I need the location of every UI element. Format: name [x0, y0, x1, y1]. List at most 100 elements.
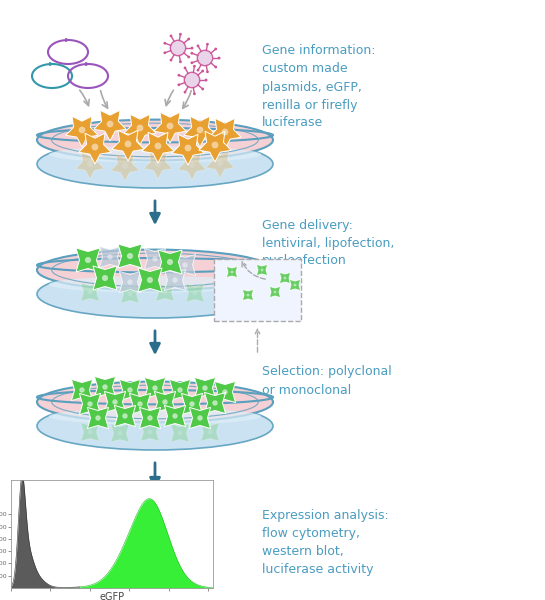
Text: eGFP: eGFP	[78, 579, 101, 588]
Polygon shape	[141, 423, 159, 441]
Polygon shape	[111, 424, 129, 442]
Circle shape	[87, 401, 93, 407]
Ellipse shape	[37, 140, 273, 188]
Circle shape	[201, 70, 204, 73]
Polygon shape	[280, 272, 290, 284]
Ellipse shape	[37, 270, 273, 318]
Circle shape	[197, 415, 203, 421]
Polygon shape	[87, 407, 108, 428]
Polygon shape	[105, 391, 125, 413]
Circle shape	[201, 88, 204, 91]
Circle shape	[184, 91, 186, 94]
Polygon shape	[114, 406, 136, 427]
Polygon shape	[181, 394, 203, 415]
Circle shape	[85, 257, 91, 263]
Polygon shape	[214, 382, 235, 403]
Polygon shape	[195, 377, 216, 398]
Polygon shape	[112, 130, 144, 161]
Circle shape	[122, 413, 128, 419]
Polygon shape	[124, 114, 156, 145]
Polygon shape	[118, 244, 142, 268]
Circle shape	[206, 70, 209, 73]
Polygon shape	[94, 376, 116, 398]
Circle shape	[261, 269, 263, 271]
Circle shape	[197, 50, 213, 66]
Polygon shape	[154, 112, 186, 143]
Polygon shape	[144, 248, 166, 269]
Circle shape	[107, 121, 113, 127]
Polygon shape	[129, 394, 150, 415]
Circle shape	[217, 56, 220, 59]
Circle shape	[169, 34, 172, 37]
X-axis label: eGFP: eGFP	[99, 592, 124, 600]
Circle shape	[217, 160, 223, 166]
Circle shape	[164, 42, 166, 44]
Circle shape	[118, 431, 122, 436]
Circle shape	[167, 259, 173, 265]
Circle shape	[184, 67, 186, 69]
Polygon shape	[144, 152, 172, 179]
Polygon shape	[201, 423, 219, 441]
Circle shape	[127, 253, 133, 259]
Polygon shape	[93, 266, 117, 290]
Polygon shape	[289, 280, 301, 290]
Polygon shape	[99, 247, 120, 268]
Circle shape	[179, 33, 182, 35]
Polygon shape	[226, 266, 238, 278]
Circle shape	[222, 389, 228, 395]
Ellipse shape	[37, 119, 273, 160]
Polygon shape	[66, 116, 98, 147]
Polygon shape	[94, 110, 126, 141]
Circle shape	[193, 290, 197, 295]
Circle shape	[206, 43, 209, 46]
Polygon shape	[140, 407, 161, 428]
Polygon shape	[190, 407, 210, 428]
Circle shape	[178, 74, 180, 77]
Circle shape	[211, 142, 219, 148]
FancyBboxPatch shape	[214, 259, 301, 321]
Circle shape	[87, 161, 93, 167]
Polygon shape	[79, 133, 111, 164]
Circle shape	[178, 431, 183, 436]
Circle shape	[147, 277, 153, 283]
Circle shape	[125, 140, 131, 148]
Circle shape	[112, 400, 118, 404]
Circle shape	[283, 277, 287, 280]
Polygon shape	[119, 271, 141, 293]
Text: Expression analysis:
flow cytometry,
western blot,
luciferase activity: Expression analysis: flow cytometry, wes…	[262, 509, 389, 577]
Polygon shape	[111, 154, 140, 181]
Text: Selection: polyclonal
or monoclonal: Selection: polyclonal or monoclonal	[262, 365, 391, 397]
Polygon shape	[199, 131, 231, 162]
Polygon shape	[81, 283, 99, 301]
Circle shape	[214, 47, 217, 50]
Polygon shape	[154, 391, 175, 413]
Circle shape	[155, 143, 161, 149]
Circle shape	[202, 385, 208, 391]
Circle shape	[148, 430, 153, 434]
Polygon shape	[172, 134, 204, 165]
Circle shape	[193, 65, 196, 68]
Polygon shape	[71, 379, 93, 401]
Circle shape	[102, 275, 108, 281]
Polygon shape	[76, 248, 100, 272]
Circle shape	[172, 277, 178, 283]
Ellipse shape	[37, 402, 273, 450]
Circle shape	[197, 44, 199, 47]
Circle shape	[177, 388, 183, 392]
Circle shape	[137, 401, 143, 407]
Circle shape	[187, 38, 190, 40]
Polygon shape	[119, 379, 141, 401]
Circle shape	[193, 92, 196, 95]
Circle shape	[80, 388, 84, 392]
Circle shape	[197, 69, 199, 71]
Circle shape	[107, 254, 113, 260]
Circle shape	[128, 292, 132, 296]
Polygon shape	[243, 289, 253, 301]
Polygon shape	[144, 377, 166, 398]
Circle shape	[204, 79, 208, 82]
Polygon shape	[142, 132, 174, 163]
Circle shape	[187, 56, 190, 58]
Circle shape	[191, 47, 193, 49]
Polygon shape	[81, 423, 99, 441]
Circle shape	[137, 125, 143, 131]
